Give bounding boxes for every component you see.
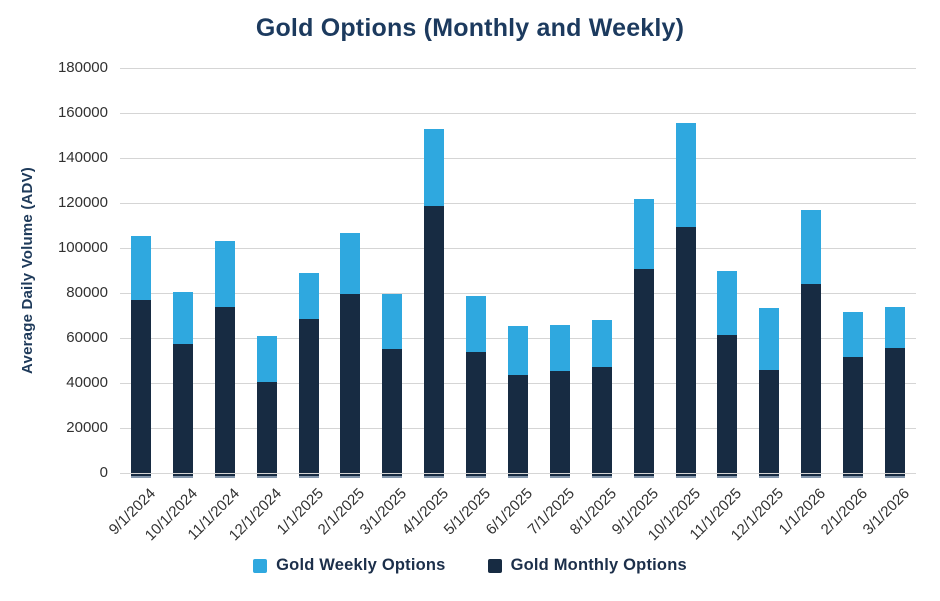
bar-group [246, 68, 288, 478]
y-tick-label: 20000 [66, 419, 108, 436]
bar-segment-monthly [298, 318, 319, 478]
bar-segment-monthly [130, 299, 151, 478]
bars-layer [120, 68, 916, 478]
bar-group [413, 68, 455, 478]
y-tick-label: 120000 [57, 194, 108, 211]
bar-segment-weekly [884, 306, 905, 349]
y-tick-label: 60000 [66, 329, 108, 346]
bar-segment-monthly [382, 349, 403, 478]
bar-group [120, 68, 162, 478]
y-tick-label: 80000 [66, 284, 108, 301]
bar-group [539, 68, 581, 478]
bar-group [162, 68, 204, 478]
bar-segment-monthly [843, 357, 864, 478]
bar-group [497, 68, 539, 478]
y-tick-label: 40000 [66, 374, 108, 391]
bar-segment-monthly [717, 334, 738, 478]
bar-segment-weekly [507, 325, 528, 376]
bar-segment-monthly [172, 343, 193, 478]
bar-segment-weekly [172, 291, 193, 344]
bar-segment-weekly [298, 272, 319, 319]
bar-segment-weekly [340, 233, 361, 295]
bar-segment-weekly [633, 198, 654, 270]
legend-item-monthly: Gold Monthly Options [487, 556, 687, 575]
bar-segment-monthly [591, 367, 612, 478]
bar-group [329, 68, 371, 478]
bar-segment-weekly [675, 123, 696, 227]
monthly-legend-swatch [487, 558, 502, 573]
bar-segment-weekly [759, 307, 780, 370]
weekly-legend-label: Gold Weekly Options [276, 556, 446, 574]
gridline [120, 68, 916, 69]
bar-segment-monthly [424, 206, 445, 478]
bar-group [288, 68, 330, 478]
gridline [120, 113, 916, 114]
bar-segment-weekly [466, 296, 487, 352]
gridline-baseline [120, 473, 916, 474]
legend-item-weekly: Gold Weekly Options [253, 556, 445, 575]
bar-group [832, 68, 874, 478]
bar-segment-monthly [884, 348, 905, 478]
monthly-legend-label: Gold Monthly Options [510, 556, 687, 574]
bar-group [204, 68, 246, 478]
bar-group [581, 68, 623, 478]
bar-segment-weekly [256, 335, 277, 382]
bar-segment-weekly [843, 312, 864, 358]
bar-segment-monthly [214, 306, 235, 478]
bar-segment-weekly [717, 270, 738, 335]
bar-segment-weekly [424, 128, 445, 207]
bar-segment-monthly [633, 269, 654, 478]
gridline [120, 203, 916, 204]
weekly-legend-swatch [253, 558, 268, 573]
bar-group [790, 68, 832, 478]
y-tick-label: 140000 [57, 149, 108, 166]
bar-group [748, 68, 790, 478]
chart-title: Gold Options (Monthly and Weekly) [255, 14, 685, 42]
bar-segment-monthly [466, 351, 487, 478]
bar-segment-monthly [549, 370, 570, 478]
bar-segment-weekly [130, 235, 151, 300]
y-tick-label: 100000 [57, 239, 108, 256]
bar-group [706, 68, 748, 478]
y-tick-label: 0 [99, 464, 108, 481]
bar-segment-weekly [382, 294, 403, 350]
bar-group [874, 68, 916, 478]
bar-segment-monthly [340, 294, 361, 478]
gridline [120, 293, 916, 294]
bar-segment-weekly [801, 209, 822, 284]
bar-group [623, 68, 665, 478]
bar-segment-monthly [256, 381, 277, 478]
bar-group [455, 68, 497, 478]
bar-segment-monthly [801, 284, 822, 478]
y-tick-label: 160000 [57, 104, 108, 121]
bar-segment-weekly [591, 320, 612, 368]
bar-segment-weekly [214, 241, 235, 307]
bar-group [665, 68, 707, 478]
gridline [120, 248, 916, 249]
gridline [120, 158, 916, 159]
bar-group [371, 68, 413, 478]
bar-segment-weekly [549, 324, 570, 371]
y-tick-label: 180000 [57, 59, 108, 76]
bar-segment-monthly [675, 226, 696, 478]
y-axis-title: Average Daily Volume (ADV) [14, 68, 40, 473]
legend: Gold Weekly Options Gold Monthly Options [0, 556, 940, 575]
bar-segment-monthly [507, 375, 528, 478]
bar-segment-monthly [759, 369, 780, 478]
